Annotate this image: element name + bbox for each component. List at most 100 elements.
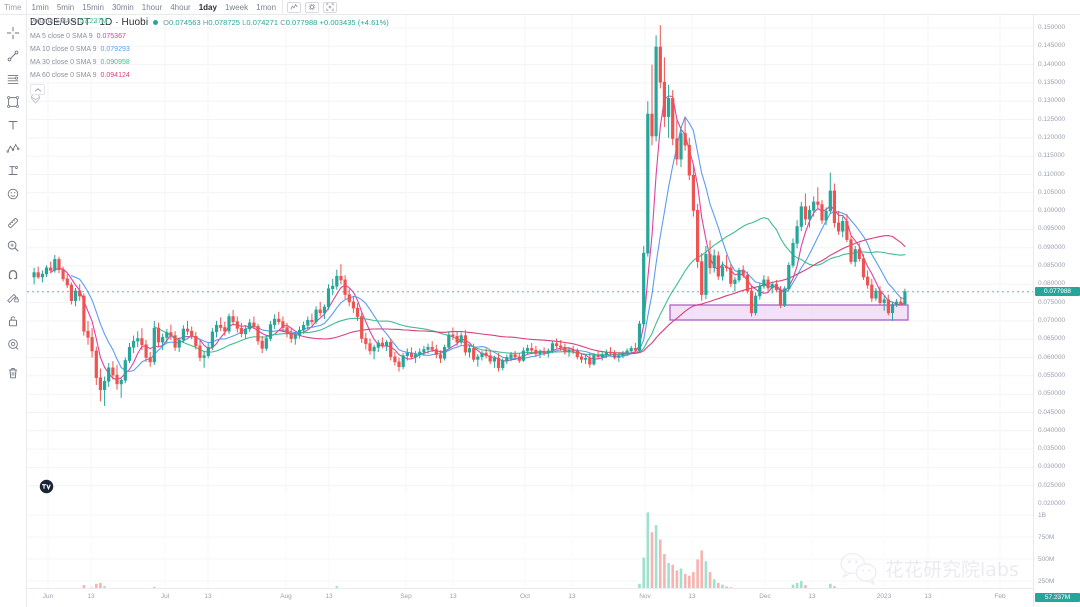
volume-bar bbox=[654, 525, 658, 601]
candle-body bbox=[413, 354, 418, 358]
axis-settings-gear-icon[interactable] bbox=[1053, 587, 1061, 605]
timeframe-1mon[interactable]: 1mon bbox=[256, 2, 277, 12]
price-tick: 0.135000 bbox=[1038, 78, 1066, 86]
candle-body bbox=[642, 252, 646, 325]
candle-body bbox=[903, 291, 907, 305]
candle-body bbox=[65, 278, 69, 286]
ruler-tool[interactable] bbox=[1, 211, 25, 234]
trend-line-tool[interactable] bbox=[1, 44, 25, 67]
candle-body bbox=[49, 267, 53, 271]
settings-gear-icon[interactable] bbox=[305, 1, 320, 13]
elliott-wave-tool[interactable] bbox=[1, 136, 25, 159]
candle-body bbox=[198, 345, 202, 358]
text-tool[interactable] bbox=[1, 113, 25, 136]
ma60-legend-row[interactable]: MA 60 close 0 SMA 9 0.094124 bbox=[30, 69, 389, 82]
timeframe-4hour[interactable]: 4hour bbox=[170, 2, 191, 12]
volume-legend[interactable]: Volume SMA 9 57.237M bbox=[30, 18, 107, 25]
chart-canvas-area[interactable]: DOGE/USDT · 1D · Huobi O0.074563 H0.0787… bbox=[27, 15, 1033, 607]
ohlc-values: O0.074563 H0.078725 L0.074271 C0.077988 … bbox=[163, 18, 389, 27]
candle-body bbox=[766, 279, 770, 289]
candle-body bbox=[463, 335, 468, 353]
price-tick: 0.030000 bbox=[1038, 463, 1066, 471]
ma30-legend-row[interactable]: MA 30 close 0 SMA 9 0.090958 bbox=[30, 56, 389, 69]
price-tick: 0.100000 bbox=[1038, 207, 1066, 215]
candle-body bbox=[98, 377, 102, 391]
candle-body bbox=[820, 204, 824, 221]
chevron-up-icon[interactable] bbox=[30, 84, 45, 95]
candle-body bbox=[322, 306, 327, 314]
candle-body bbox=[380, 342, 385, 347]
candle-body bbox=[836, 222, 841, 232]
measure-tool[interactable] bbox=[1, 159, 25, 182]
candle-body bbox=[525, 348, 530, 352]
zoom-tool[interactable] bbox=[1, 234, 25, 257]
timeframe-15min[interactable]: 15min bbox=[82, 2, 104, 12]
tradingview-logo[interactable] bbox=[39, 479, 54, 499]
time-tick: 2023 bbox=[876, 593, 892, 600]
candle-body bbox=[546, 350, 550, 354]
timeframe-1min[interactable]: 1min bbox=[31, 2, 49, 12]
volume-bar bbox=[696, 559, 699, 601]
indicator-icon[interactable] bbox=[287, 1, 302, 13]
candle-body bbox=[177, 339, 181, 348]
lock-tool[interactable] bbox=[1, 309, 25, 332]
candle-body bbox=[40, 273, 45, 278]
crosshair-tool[interactable] bbox=[1, 21, 25, 44]
symbol-title[interactable]: DOGE/USDT · 1D · Huobi bbox=[30, 17, 149, 28]
rectangle-tool[interactable] bbox=[1, 90, 25, 113]
magnet-tool[interactable] bbox=[1, 263, 25, 286]
candle-body bbox=[140, 338, 144, 345]
candle-body bbox=[36, 272, 40, 278]
candle-body bbox=[281, 321, 285, 328]
candle-body bbox=[505, 357, 509, 361]
ma5-legend-row[interactable]: MA 5 close 0 SMA 9 0.075367 bbox=[30, 30, 389, 43]
horizontal-lines-tool[interactable] bbox=[1, 67, 25, 90]
candle-body bbox=[894, 301, 899, 305]
candle-body bbox=[252, 322, 256, 327]
candle-body bbox=[496, 357, 501, 369]
timeframe-1week[interactable]: 1week bbox=[224, 2, 249, 12]
time-axis[interactable]: Jun 13 Jul 13 Aug 13 Sep 13 Oct 13 Nov 13 Dec 13 2023 1… bbox=[27, 588, 1033, 607]
candle-body bbox=[181, 328, 186, 341]
draw-lock-tool[interactable] bbox=[1, 286, 25, 309]
price-tick: 0.045000 bbox=[1038, 408, 1066, 416]
candle-body bbox=[44, 267, 49, 275]
candle-body bbox=[442, 346, 447, 359]
candle-body bbox=[583, 357, 588, 360]
trash-tool[interactable] bbox=[1, 361, 25, 384]
price-axis[interactable]: 0.150000 0.145000 0.140000 0.135000 0.130000… bbox=[1033, 15, 1080, 607]
candle-body bbox=[783, 288, 787, 306]
candle-body bbox=[538, 351, 542, 355]
timeframe-1day[interactable]: 1day bbox=[198, 2, 217, 12]
candle-body bbox=[563, 346, 567, 353]
candle-body bbox=[107, 367, 111, 382]
candle-body bbox=[671, 98, 675, 139]
ma10-legend-row[interactable]: MA 10 close 0 SMA 9 0.079293 bbox=[30, 43, 389, 56]
hide-tool[interactable] bbox=[1, 332, 25, 355]
candle-body bbox=[260, 340, 264, 349]
candle-body bbox=[857, 249, 861, 259]
candle-body bbox=[865, 276, 870, 286]
volume-bar bbox=[650, 532, 654, 601]
candle-body bbox=[156, 327, 161, 343]
price-pane[interactable] bbox=[27, 15, 1033, 492]
market-status-dot bbox=[153, 20, 159, 25]
candle-body bbox=[720, 266, 725, 277]
timeframe-5min[interactable]: 5min bbox=[56, 2, 75, 12]
volume-bar bbox=[663, 554, 666, 601]
candle-body bbox=[646, 113, 650, 254]
candle-body bbox=[132, 340, 136, 348]
symbol-row: DOGE/USDT · 1D · Huobi O0.074563 H0.0787… bbox=[30, 15, 389, 30]
candle-body bbox=[803, 206, 807, 220]
timeframe-30min[interactable]: 30min bbox=[111, 2, 134, 12]
volume-bar bbox=[642, 557, 645, 601]
fullscreen-icon[interactable] bbox=[323, 1, 338, 13]
timeframe-1hour[interactable]: 1hour bbox=[141, 2, 163, 12]
candle-body bbox=[78, 290, 82, 297]
candle-body bbox=[455, 335, 459, 343]
candle-body bbox=[472, 348, 476, 360]
time-tick: Dec bbox=[759, 593, 771, 600]
candle-body bbox=[621, 352, 625, 357]
candle-body bbox=[264, 338, 268, 349]
emoji-tool[interactable] bbox=[1, 182, 25, 205]
